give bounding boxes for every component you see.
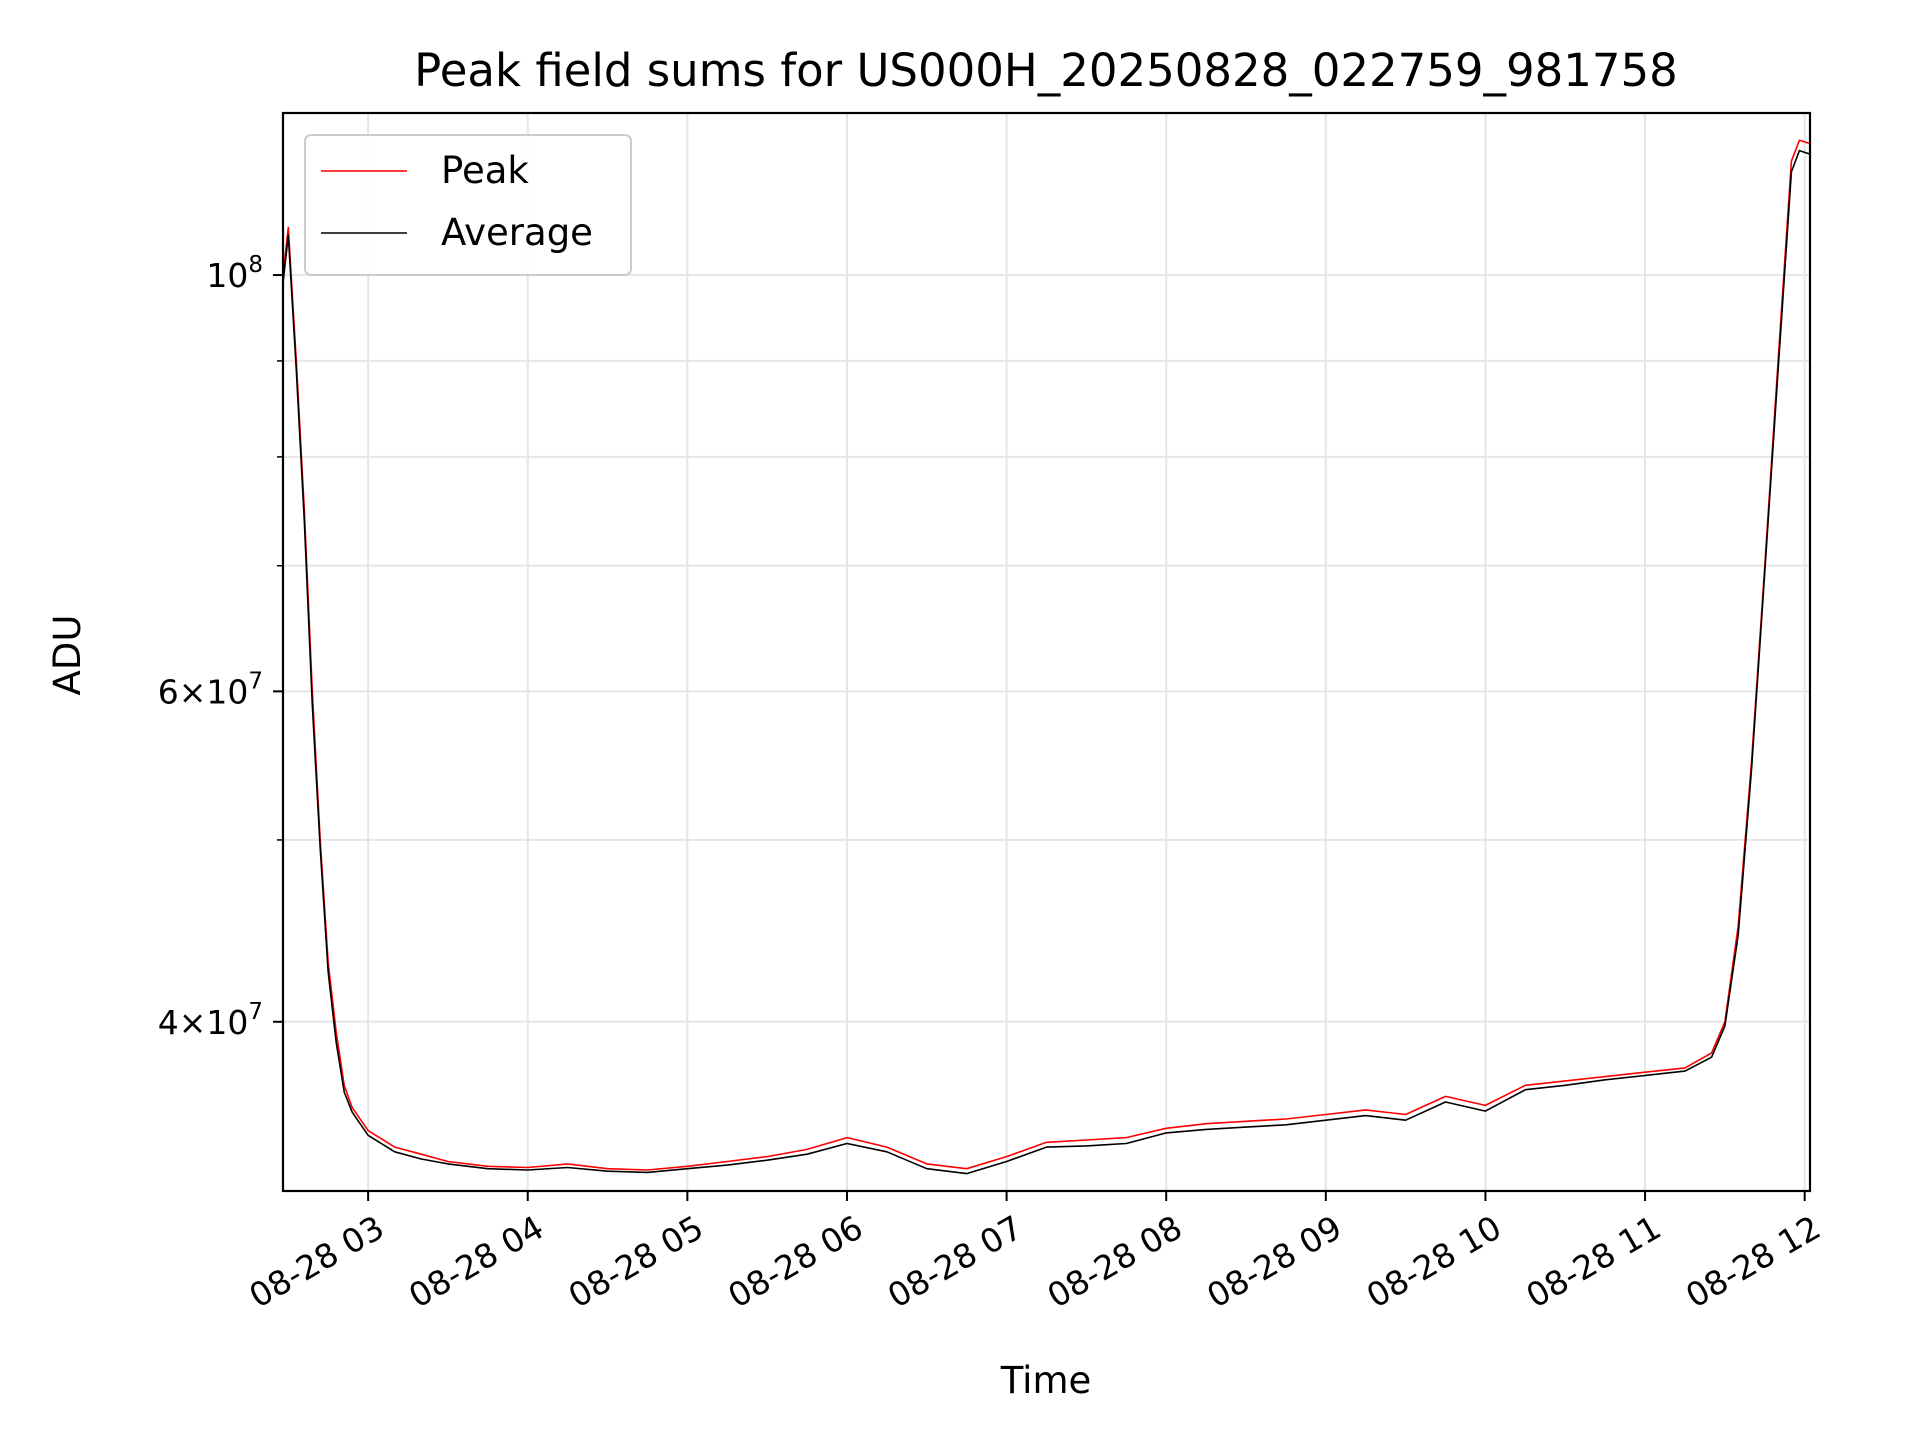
x-axis-label: Time xyxy=(1000,1359,1092,1402)
grid xyxy=(283,113,1810,1191)
plot-frame xyxy=(281,111,1812,1193)
plot-lines xyxy=(283,139,1810,1175)
legend-frame xyxy=(304,134,632,276)
chart-title: Peak field sums for US000H_20250828_0227… xyxy=(414,44,1678,97)
series-line-average xyxy=(283,149,1810,1175)
y-tick-label: 108 xyxy=(206,252,263,295)
y-tick-label: 6×107 xyxy=(158,668,263,711)
y-tick-label: 4×107 xyxy=(158,999,263,1042)
legend: Peak Average xyxy=(304,134,632,276)
y-axis-label: ADU xyxy=(46,615,89,696)
legend-label-peak: Peak xyxy=(441,149,529,192)
series-line-peak xyxy=(283,139,1810,1171)
legend-label-average: Average xyxy=(441,211,593,254)
